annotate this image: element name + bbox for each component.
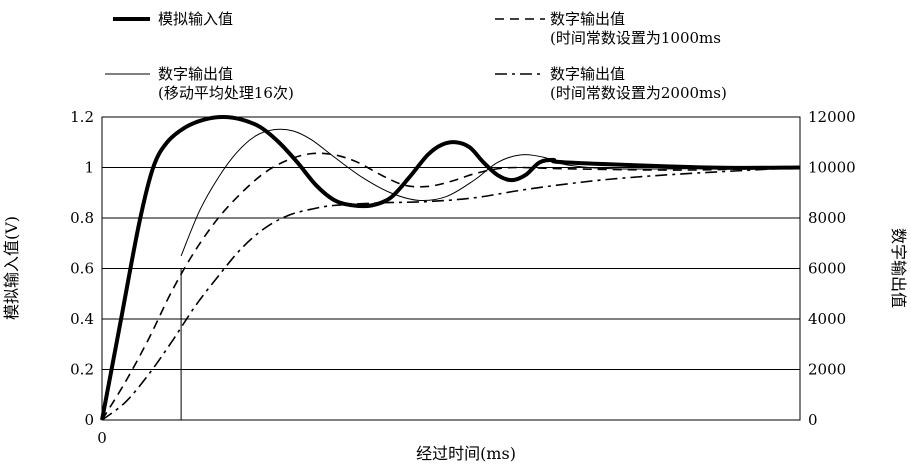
legend-label-analog-input: 模拟输入值 xyxy=(158,10,233,28)
legend-sublabel-moving-average: (移动平均处理16次) xyxy=(158,84,294,102)
y-right-tick-label: 10000 xyxy=(808,159,856,177)
y-left-tick-labels: 0 0.2 0.4 0.6 0.8 1 1.2 xyxy=(70,108,94,429)
y-left-tick-label: 1 xyxy=(84,159,94,177)
y-right-tick-label: 0 xyxy=(808,411,818,429)
y-left-tick-label: 0 xyxy=(84,411,94,429)
series-group xyxy=(100,115,801,421)
y-left-tick-label: 1.2 xyxy=(70,108,94,126)
y-right-axis-label: 数字输出值 xyxy=(889,228,908,308)
y-right-tick-label: 4000 xyxy=(808,310,846,328)
y-left-tick-label: 0.4 xyxy=(70,310,94,328)
legend-label-moving-average: 数字输出值 xyxy=(158,65,233,83)
legend-sublabel-tc2000: (时间常数设置为2000ms) xyxy=(550,84,727,102)
y-right-tick-label: 12000 xyxy=(808,108,856,126)
plot-frame xyxy=(101,116,801,421)
legend-sublabel-tc1000: (时间常数设置为1000ms xyxy=(550,29,721,47)
y-left-tick-label: 0.2 xyxy=(70,361,94,379)
legend: 模拟输入值 数字输出值 (时间常数设置为1000ms 数字输出值 (移动平均处理… xyxy=(105,10,727,102)
x-tick-label-0: 0 xyxy=(97,429,107,447)
y-right-tick-label: 8000 xyxy=(808,209,846,227)
series-line-dash xyxy=(101,152,801,421)
y-left-tick-label: 0.6 xyxy=(70,260,94,278)
series-line-thin xyxy=(180,128,801,257)
y-right-tick-label: 6000 xyxy=(808,260,846,278)
y-right-tick-labels: 0 2000 4000 6000 8000 10000 12000 xyxy=(808,108,856,429)
legend-label-tc1000: 数字输出值 xyxy=(550,10,625,28)
y-right-tick-label: 2000 xyxy=(808,361,846,379)
series-line-dashdot xyxy=(101,166,801,421)
y-left-tick-label: 0.8 xyxy=(70,209,94,227)
series-line-thick xyxy=(100,115,801,421)
y-left-axis-label: 模拟输入值(V) xyxy=(2,216,21,320)
legend-label-tc2000: 数字输出值 xyxy=(550,65,625,83)
x-axis-label: 经过时间(ms) xyxy=(416,444,516,463)
